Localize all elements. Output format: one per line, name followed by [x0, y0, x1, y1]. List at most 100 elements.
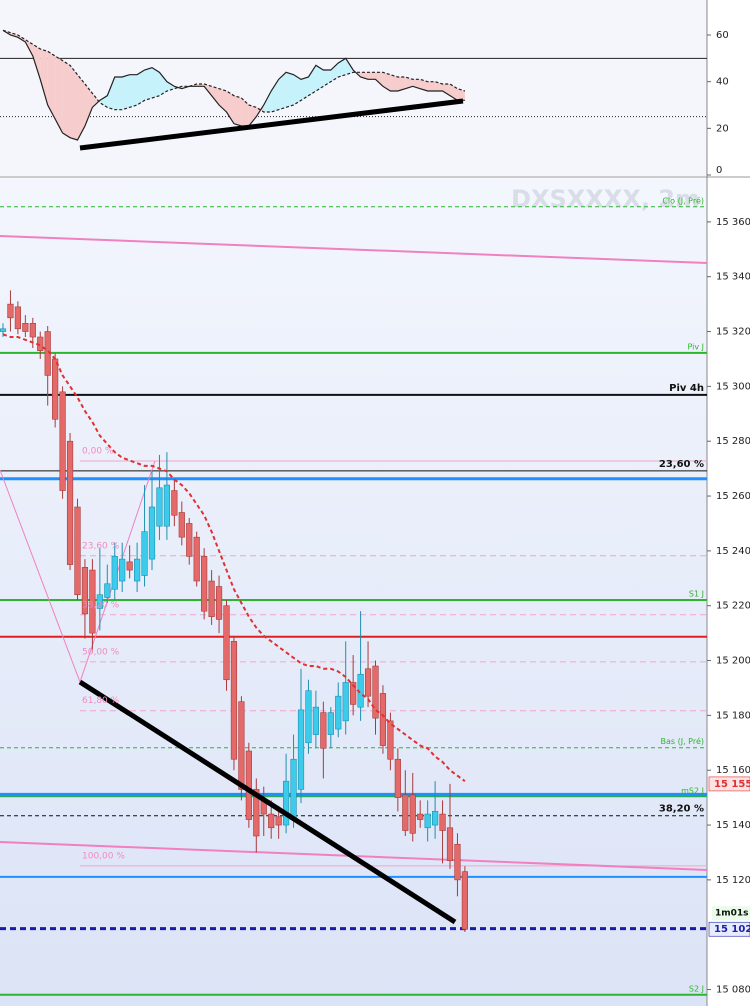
oscillator-fill	[420, 79, 428, 91]
candle-body	[89, 569, 96, 634]
candle-body	[178, 512, 185, 538]
fib-label: 100,00 %	[82, 851, 125, 861]
oscillator-fill	[77, 74, 85, 140]
candle-body	[81, 567, 89, 615]
fib-label: 38,20 %	[82, 600, 120, 610]
oscillator-fill	[368, 72, 376, 80]
oscillator-fill	[271, 79, 279, 112]
timer: 1m01s	[715, 909, 749, 919]
candle-body	[297, 709, 305, 790]
y-tick-label: 15 240	[716, 546, 750, 557]
oscillator-fill	[233, 95, 242, 126]
candle-body	[186, 523, 193, 557]
oscillator-fill	[323, 70, 331, 87]
level-label: Piv 4h	[669, 383, 704, 394]
oscillator-fill	[84, 84, 93, 126]
candle-body	[253, 789, 260, 837]
candle-body	[141, 531, 148, 576]
oscillator-fill	[99, 95, 108, 108]
candle-body	[126, 561, 133, 571]
candle-body	[7, 303, 14, 319]
candle-body	[29, 323, 36, 338]
oscillator-fill	[397, 77, 406, 91]
candle-body	[208, 580, 215, 617]
oscillator-line	[2, 29, 466, 113]
trend-line	[78, 679, 457, 925]
candle-body	[290, 758, 297, 820]
price-marker	[708, 921, 750, 937]
candle-body	[372, 665, 379, 719]
y-tick-label: 15 320	[716, 327, 750, 338]
axis-panel	[707, 0, 750, 1006]
candle-body	[0, 328, 7, 332]
candle-body	[320, 712, 327, 749]
oscillator-panel	[0, 0, 707, 176]
y-tick-label: 15 080	[716, 985, 750, 996]
candle-body	[134, 558, 141, 582]
trend-line	[0, 235, 708, 264]
candle-body	[215, 586, 223, 620]
candle-body	[148, 506, 156, 560]
oscillator-fill	[92, 93, 100, 108]
candle-body	[275, 816, 282, 826]
candle-body	[96, 594, 103, 609]
fib-label: 0,00 %	[82, 446, 114, 456]
candle-body	[379, 693, 387, 746]
candle-body	[282, 780, 290, 826]
oscillator-fill	[159, 72, 167, 96]
candle-body	[238, 701, 245, 790]
oscillator-fill	[375, 72, 383, 87]
candle-body	[387, 720, 394, 760]
candle-body	[439, 813, 446, 831]
candle-body	[230, 641, 238, 760]
y-tick-label: 15 200	[716, 656, 750, 667]
oscillator-fill	[114, 77, 123, 110]
candle-body	[59, 391, 66, 491]
oscillator-fill	[427, 81, 436, 91]
candle-body	[335, 695, 342, 730]
candle-body	[350, 682, 357, 705]
level-label: mS2 J	[681, 786, 704, 795]
candle-body	[223, 605, 230, 681]
candle-body	[111, 556, 118, 590]
y-tick-label: 15 180	[716, 710, 750, 721]
candle-body	[402, 794, 409, 831]
oscillator-fill	[263, 91, 272, 112]
oscillator-fill	[390, 74, 398, 91]
price-marker-label: 15 155	[714, 779, 750, 790]
labels-layer: 0 20 40 60 15 080 15 120 15 140 15 160 15 180 15 …	[82, 30, 750, 996]
y-tick-label: 15 340	[716, 272, 750, 283]
candle-body	[171, 490, 178, 516]
candle-body	[66, 440, 74, 565]
y-tick-label: 20	[716, 123, 729, 134]
oscillator-fill	[293, 74, 301, 105]
levels-layer	[0, 29, 707, 996]
oscillator-fill	[301, 77, 309, 101]
level-label: 23,60 %	[659, 459, 704, 470]
oscillator-fill	[278, 72, 287, 110]
candle-body	[52, 358, 59, 420]
candles-layer	[0, 290, 469, 932]
candle-body	[245, 750, 252, 820]
price-marker-label: 15 102	[714, 924, 750, 935]
timer-box	[712, 906, 750, 921]
y-tick-label: 15 160	[716, 765, 750, 776]
candle-body	[342, 682, 349, 722]
oscillator-fill	[32, 44, 41, 80]
oscillator-fill	[405, 77, 413, 89]
candle-body	[163, 484, 171, 527]
level-label: S1 J	[689, 589, 704, 598]
oscillator-fill	[360, 72, 369, 80]
candle-body	[74, 506, 81, 596]
oscillator-fill	[286, 72, 294, 108]
y-tick-label: 40	[716, 77, 729, 88]
candle-body	[454, 843, 461, 881]
y-tick-label: 15 300	[716, 381, 750, 392]
oscillator-fill	[338, 58, 346, 77]
candle-body	[14, 306, 21, 330]
candle-body	[104, 583, 111, 598]
candle-body	[364, 668, 372, 697]
oscillator-fill	[382, 72, 391, 91]
price-marker	[708, 776, 750, 792]
oscillator-fill	[62, 60, 71, 138]
